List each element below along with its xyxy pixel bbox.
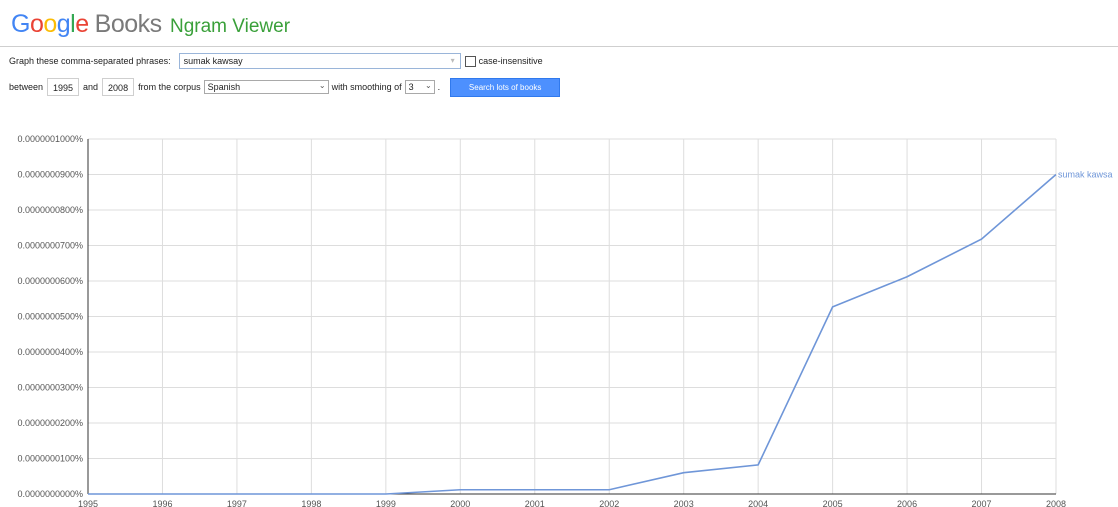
logo-books: Books [94, 10, 162, 38]
options-row: between 1995 and 2008 from the corpus Sp… [9, 77, 561, 97]
y-tick-label: 0.0000000600% [17, 276, 83, 286]
smoothing-label: with smoothing of [331, 82, 402, 92]
chevron-down-icon: ⌄ [424, 81, 432, 90]
google-books-logo[interactable]: Google Books [11, 10, 162, 39]
smoothing-period: . [437, 82, 441, 92]
x-tick-label: 1998 [301, 499, 321, 507]
logo-letter: g [56, 10, 71, 38]
logo-letter: e [75, 10, 89, 38]
phrase-row: Graph these comma-separated phrases: sum… [9, 51, 543, 71]
x-tick-label: 2003 [674, 499, 694, 507]
x-tick-label: 2001 [525, 499, 545, 507]
x-tick-label: 1999 [376, 499, 396, 507]
y-tick-label: 0.0000000800% [17, 205, 83, 215]
logo-letter: o [43, 10, 57, 38]
case-insensitive-checkbox[interactable] [464, 55, 476, 67]
x-tick-label: 2006 [897, 499, 917, 507]
y-tick-label: 0.0000000500% [17, 312, 83, 322]
between-label: between [9, 82, 44, 92]
x-tick-label: 1996 [152, 499, 172, 507]
start-year-input[interactable]: 1995 [47, 78, 80, 96]
x-tick-label: 2007 [972, 499, 992, 507]
y-tick-label: 0.0000000000% [17, 489, 83, 499]
phrases-input-value: sumak kawsay [183, 56, 243, 66]
y-tick-label: 0.0000000300% [17, 383, 83, 393]
corpus-select[interactable]: Spanish ⌄ [203, 80, 329, 94]
x-tick-label: 2005 [823, 499, 843, 507]
chevron-down-icon: ⌄ [318, 81, 326, 90]
y-tick-label: 0.0000000700% [17, 241, 83, 251]
phrases-label: Graph these comma-separated phrases: [9, 56, 171, 66]
logo-google: Google [11, 10, 89, 38]
end-year-input[interactable]: 2008 [102, 78, 135, 96]
x-tick-label: 1995 [78, 499, 98, 507]
smoothing-select[interactable]: 3 ⌄ [404, 80, 435, 94]
search-button[interactable]: Search lots of books [450, 77, 561, 97]
x-tick-label: 1997 [227, 499, 247, 507]
series-line [88, 173, 1057, 495]
x-tick-label: 2004 [748, 499, 768, 507]
logo-letter: o [29, 10, 44, 38]
smoothing-select-value: 3 [408, 82, 414, 92]
and-label: and [83, 82, 99, 92]
phrases-input[interactable]: sumak kawsay ▾ [178, 53, 461, 69]
app-title[interactable]: Ngram Viewer [170, 16, 291, 37]
x-tick-label: 2000 [450, 499, 470, 507]
corpus-label: from the corpus [138, 82, 201, 92]
y-tick-label: 0.0000000100% [17, 454, 83, 464]
y-tick-label: 0.0000000400% [17, 347, 83, 357]
series-label: sumak kawsa [1058, 170, 1113, 180]
corpus-select-value: Spanish [207, 82, 241, 92]
y-tick-label: 0.0000001000% [17, 134, 83, 144]
logo-letter: G [11, 10, 30, 38]
logo-letter: l [70, 10, 76, 38]
x-tick-label: 2008 [1046, 499, 1066, 507]
x-tick-label: 2002 [599, 499, 619, 507]
y-tick-label: 0.0000000200% [17, 418, 83, 428]
y-tick-label: 0.0000000900% [17, 170, 83, 180]
case-insensitive-label: case-insensitive [478, 56, 543, 66]
dropdown-chevron-icon: ▾ [450, 56, 455, 65]
header: Google Books Ngram Viewer [0, 0, 1118, 47]
